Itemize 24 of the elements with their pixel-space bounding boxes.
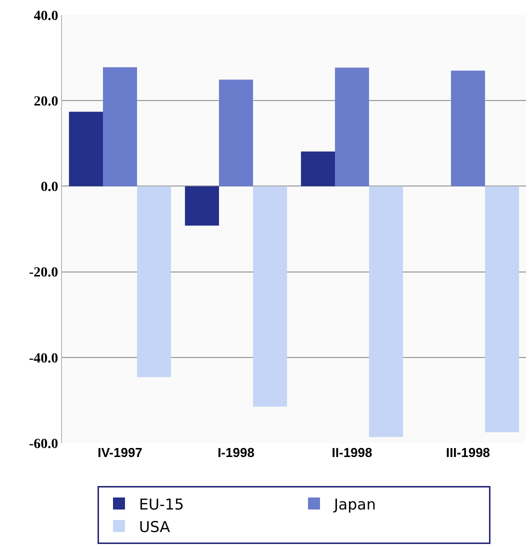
y-tick-label: 40.0 [34,8,58,24]
bar [68,112,103,186]
bar [334,68,370,186]
y-tick-label: -40.0 [29,351,58,366]
x-tick-label: II-1998 [332,445,372,460]
bar [218,80,254,186]
bar [485,186,520,432]
legend-label: USA [139,518,171,536]
legend-label: EU-15 [139,495,184,514]
bar [102,67,138,186]
x-tick-label: III-1998 [446,445,490,460]
bar [184,186,219,226]
y-tick-label: 20.0 [34,94,58,110]
y-tick-label: -20.0 [29,266,58,281]
x-tick-label: I-1998 [218,445,254,460]
y-tick-label: 0.0 [40,180,58,196]
bar [137,186,172,378]
legend-label: Japan [333,495,376,514]
bar [253,186,288,407]
bar [300,152,335,186]
y-tick-label: -60.0 [29,436,58,452]
x-tick-label: IV-1997 [98,445,142,460]
bar [450,70,486,186]
bar [369,186,404,438]
